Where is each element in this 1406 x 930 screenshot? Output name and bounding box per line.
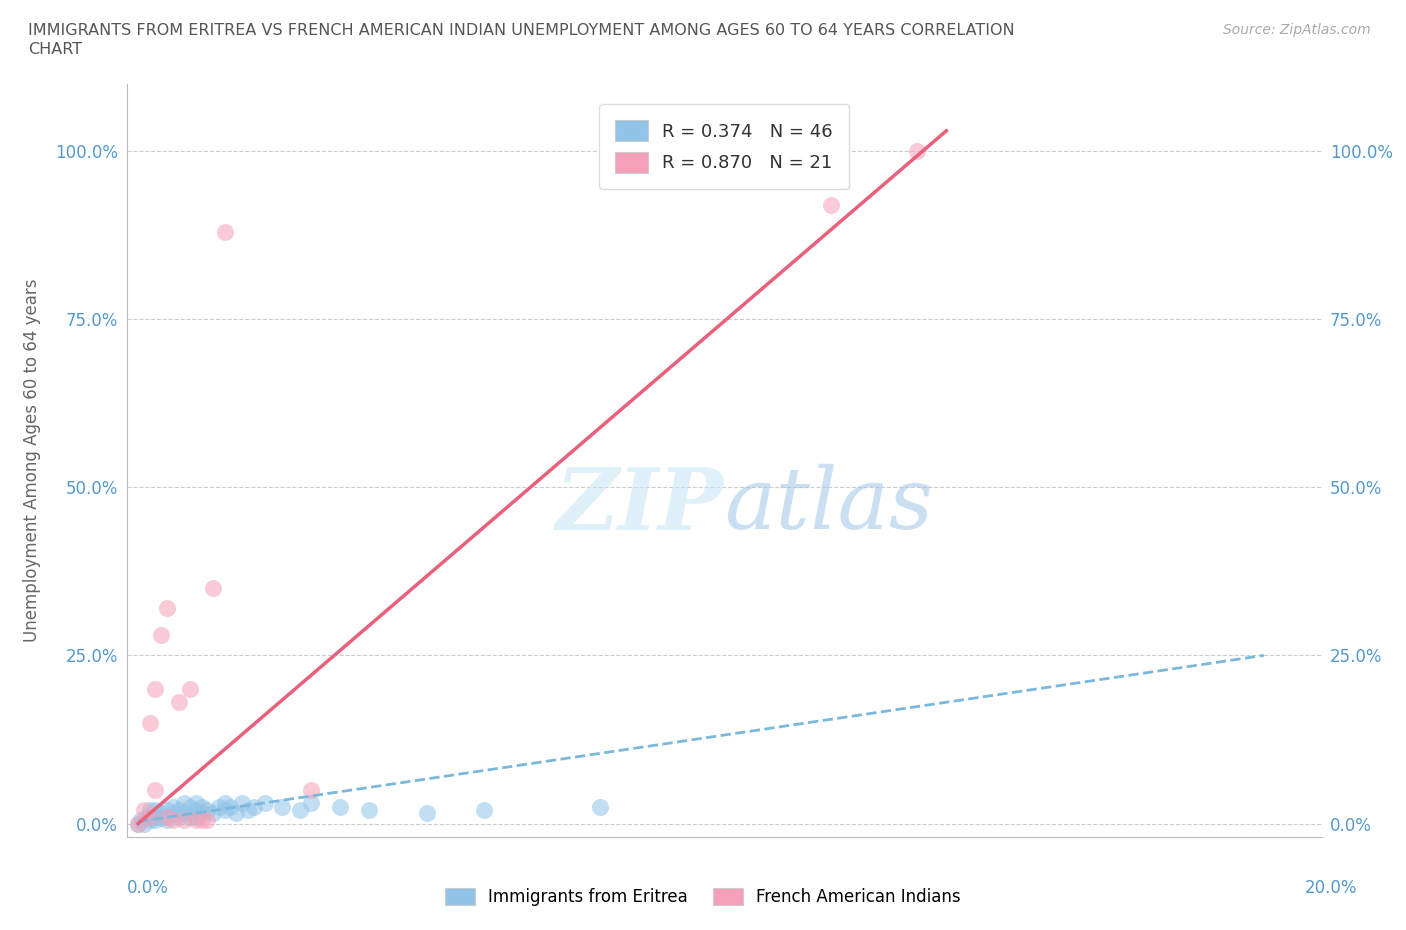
Text: Source: ZipAtlas.com: Source: ZipAtlas.com (1223, 23, 1371, 37)
Point (184, 813, 207, 828)
Point (127, 817, 149, 831)
Point (145, 803, 167, 817)
Point (162, 806, 184, 821)
Point (138, 809, 160, 824)
Point (184, 796, 207, 811)
Point (299, 782, 322, 797)
Point (288, 803, 311, 817)
Point (219, 799, 242, 814)
Point (135, 809, 157, 824)
Point (214, 224, 236, 239)
Point (184, 803, 207, 817)
Text: ZIP: ZIP (557, 464, 724, 547)
Point (150, 628, 173, 643)
Point (214, 803, 236, 817)
Point (474, 803, 496, 817)
Point (231, 796, 253, 811)
Point (145, 809, 167, 824)
Point (179, 682, 201, 697)
Point (156, 809, 179, 824)
Point (150, 806, 173, 821)
Point (167, 809, 190, 824)
Legend: R = 0.374   N = 46, R = 0.870   N = 21: R = 0.374 N = 46, R = 0.870 N = 21 (599, 104, 849, 189)
Point (416, 806, 439, 821)
Point (138, 715, 160, 730)
Point (184, 809, 207, 824)
Point (820, 197, 842, 212)
Point (138, 803, 160, 817)
Point (195, 813, 218, 828)
Point (271, 799, 294, 814)
Text: atlas: atlas (724, 464, 934, 547)
Point (156, 813, 179, 828)
Point (190, 799, 212, 814)
Point (329, 799, 352, 814)
Point (132, 817, 155, 831)
Point (173, 813, 195, 828)
Point (167, 803, 190, 817)
Point (173, 796, 195, 811)
Point (195, 803, 218, 817)
Point (156, 601, 179, 616)
Point (138, 813, 160, 828)
Text: CHART: CHART (28, 42, 82, 57)
Point (179, 799, 201, 814)
Point (236, 803, 259, 817)
Point (907, 143, 929, 158)
Text: 0.0%: 0.0% (127, 879, 169, 897)
Point (156, 803, 179, 817)
Point (145, 813, 167, 828)
Point (156, 809, 179, 824)
Point (202, 806, 225, 821)
Text: 20.0%: 20.0% (1305, 879, 1357, 897)
Point (129, 813, 152, 828)
Point (242, 799, 264, 814)
Point (225, 806, 247, 821)
Text: IMMIGRANTS FROM ERITREA VS FRENCH AMERICAN INDIAN UNEMPLOYMENT AMONG AGES 60 TO : IMMIGRANTS FROM ERITREA VS FRENCH AMERIC… (28, 23, 1015, 38)
Point (162, 799, 184, 814)
Point (254, 796, 277, 811)
Y-axis label: Unemployment Among Ages 60 to 64 years: Unemployment Among Ages 60 to 64 years (24, 279, 41, 642)
Point (202, 580, 225, 595)
Point (589, 799, 612, 814)
Point (299, 796, 322, 811)
Point (150, 811, 173, 826)
Legend: Immigrants from Eritrea, French American Indians: Immigrants from Eritrea, French American… (439, 881, 967, 912)
Point (145, 782, 167, 797)
Point (127, 817, 149, 831)
Point (145, 682, 167, 697)
Point (132, 803, 155, 817)
Point (357, 803, 380, 817)
Point (179, 809, 201, 824)
Point (167, 695, 190, 710)
Point (190, 813, 212, 828)
Point (162, 813, 184, 828)
Point (190, 806, 212, 821)
Point (214, 796, 236, 811)
Point (173, 806, 195, 821)
Point (208, 799, 231, 814)
